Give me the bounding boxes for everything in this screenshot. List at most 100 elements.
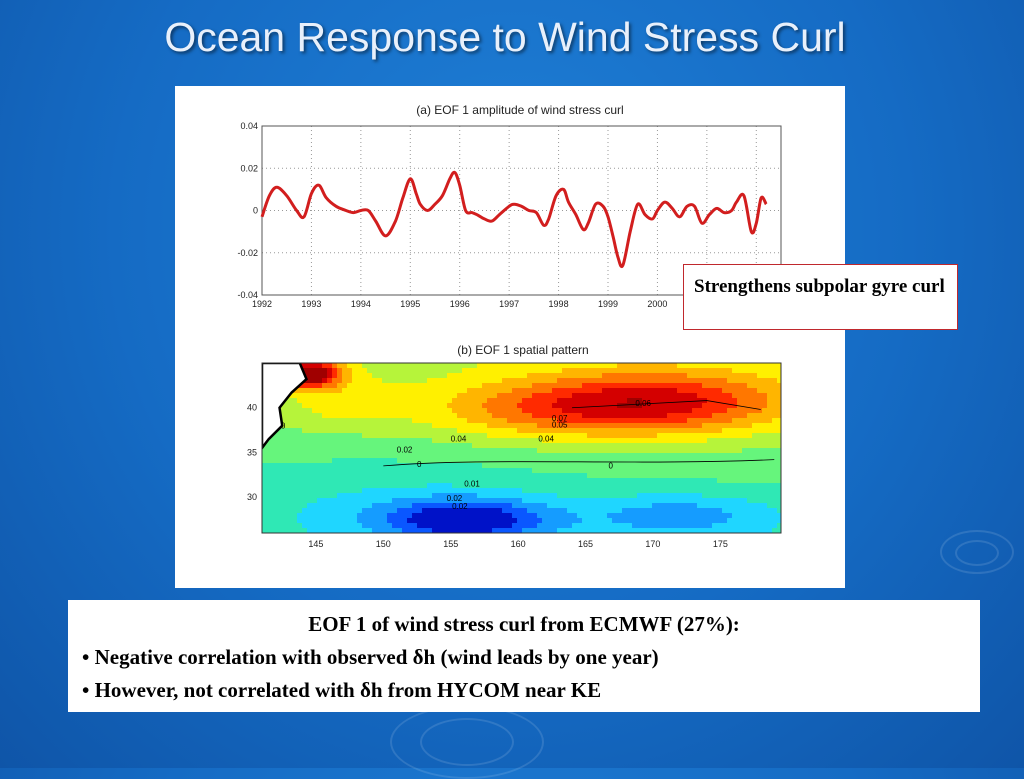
chart-b-cell [547, 513, 553, 519]
chart-b-cell [412, 513, 418, 519]
chart-b-cell [267, 438, 273, 444]
chart-b-cell [392, 488, 398, 494]
chart-b-cell [397, 428, 403, 434]
chart-b-cell [542, 523, 548, 529]
chart-b-cell [482, 463, 488, 469]
chart-b-cell [417, 398, 423, 404]
chart-b-cell [632, 368, 638, 374]
chart-b-cell [722, 378, 728, 384]
chart-b-cell [567, 513, 573, 519]
chart-b-cell [447, 468, 453, 474]
chart-b-cell [437, 453, 443, 459]
chart-b-cell [372, 398, 378, 404]
chart-b-cell [467, 378, 473, 384]
chart-b-cell [532, 428, 538, 434]
chart-b-cell [667, 438, 673, 444]
chart-b-cell [387, 493, 393, 499]
chart-b-cell [382, 383, 388, 389]
chart-b-cell [262, 518, 268, 524]
chart-b-cell [517, 483, 523, 489]
chart-b-cell [427, 503, 433, 509]
chart-b-cell [292, 528, 298, 533]
chart-b-cell [767, 458, 773, 464]
chart-b-cell [662, 363, 668, 369]
chart-b-cell [412, 463, 418, 469]
chart-b-cell [312, 463, 318, 469]
chart-b-cell [712, 403, 718, 409]
chart-b-cell [297, 463, 303, 469]
chart-b-cell [762, 393, 768, 399]
chart-b-cell [737, 443, 743, 449]
chart-b-cell [677, 508, 683, 514]
chart-b-cell [482, 408, 488, 414]
chart-b-cell [337, 378, 343, 384]
chart-b-cell [462, 488, 468, 494]
chart-b-cell [622, 528, 628, 533]
chart-b-cell [777, 368, 781, 374]
chart-b-cell [632, 423, 638, 429]
chart-b-cell [367, 503, 373, 509]
chart-b-cell [577, 373, 583, 379]
chart-b-cell [727, 378, 733, 384]
chart-b-cell [447, 383, 453, 389]
chart-b-cell [727, 433, 733, 439]
chart-b-cell [332, 413, 338, 419]
chart-b-title: (b) EOF 1 spatial pattern [457, 343, 588, 357]
chart-b-cell [352, 483, 358, 489]
chart-b-cell [457, 438, 463, 444]
chart-b-cell [302, 408, 308, 414]
chart-b-cell [537, 508, 543, 514]
chart-b-cell [317, 483, 323, 489]
chart-b-cell [307, 378, 313, 384]
chart-b-cell [492, 518, 498, 524]
chart-b-cell [707, 423, 713, 429]
chart-b-cell [492, 523, 498, 529]
chart-b-cell [637, 458, 643, 464]
chart-b-cell [607, 488, 613, 494]
chart-b-cell [412, 428, 418, 434]
chart-b-cell [717, 373, 723, 379]
chart-b-cell [502, 473, 508, 479]
chart-b-cell [327, 433, 333, 439]
chart-b-cell [697, 473, 703, 479]
chart-b-cell [302, 383, 308, 389]
chart-b-cell [732, 478, 738, 484]
chart-b-cell [577, 483, 583, 489]
chart-b-cell [747, 463, 753, 469]
chart-b-cell [647, 388, 653, 394]
chart-b-cell [607, 423, 613, 429]
chart-b-cell [717, 408, 723, 414]
chart-b-cell [407, 438, 413, 444]
chart-b-cell [717, 453, 723, 459]
chart-b-cell [667, 413, 673, 419]
chart-b-cell [612, 433, 618, 439]
chart-b-cell [562, 368, 568, 374]
chart-b-cell [442, 518, 448, 524]
chart-b-cell [677, 403, 683, 409]
chart-b-cell [622, 378, 628, 384]
chart-b-cell [312, 468, 318, 474]
chart-b-cell [722, 403, 728, 409]
chart-b-cell [702, 498, 708, 504]
chart-b-cell [442, 453, 448, 459]
chart-b-cell [442, 418, 448, 424]
chart-b-cell [357, 408, 363, 414]
chart-b-cell [347, 413, 353, 419]
chart-b-cell [742, 378, 748, 384]
chart-b-cell [517, 518, 523, 524]
chart-b-cell [572, 518, 578, 524]
chart-b-cell [292, 473, 298, 479]
chart-b-cell [592, 498, 598, 504]
chart-b-cell [507, 458, 513, 464]
chart-b-cell [632, 438, 638, 444]
chart-b-cell [717, 498, 723, 504]
chart-b-cell [682, 393, 688, 399]
chart-b-cell [677, 503, 683, 509]
chart-b-cell [267, 518, 273, 524]
chart-b-cell [602, 508, 608, 514]
chart-b-cell [557, 458, 563, 464]
chart-b-cell [717, 473, 723, 479]
chart-b-cell [382, 528, 388, 533]
chart-b-cell [342, 448, 348, 454]
chart-b-cell [347, 378, 353, 384]
